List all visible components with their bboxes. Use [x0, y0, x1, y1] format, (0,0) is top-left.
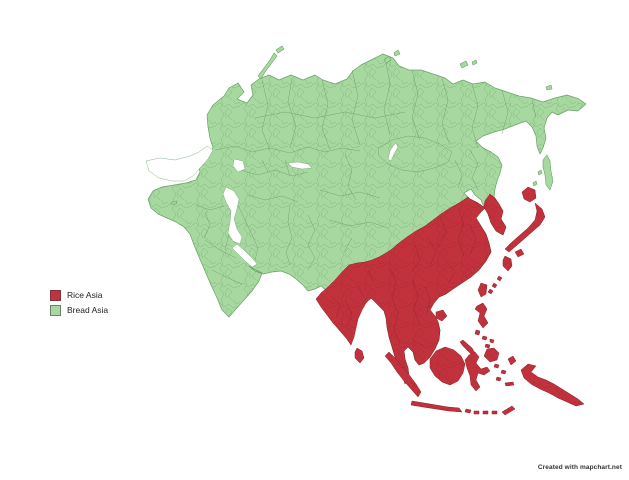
legend-item-rice: Rice Asia: [50, 290, 108, 301]
attribution-text: Created with mapchart.net: [537, 464, 622, 471]
lake-balkhash: [287, 161, 313, 170]
legend-swatch-bread: [50, 305, 61, 316]
black-sea: [145, 145, 214, 182]
persian-gulf: [231, 243, 258, 268]
bread-asia-subdivision-borders: [195, 57, 537, 285]
water-bodies: [145, 142, 399, 268]
bread-asia-region: [147, 53, 587, 385]
caspian-sea: [222, 186, 243, 245]
lake-baikal: [387, 142, 399, 162]
legend-item-bread: Bread Asia: [50, 305, 108, 316]
aral-sea: [232, 158, 246, 173]
legend-swatch-rice: [50, 290, 61, 301]
legend-label-bread: Bread Asia: [67, 305, 109, 315]
map-legend: Rice Asia Bread Asia: [50, 290, 108, 316]
bread-asia-islands: [170, 45, 554, 205]
legend-label-rice: Rice Asia: [67, 290, 103, 300]
rice-asia-subdivision-borders: [329, 207, 477, 347]
